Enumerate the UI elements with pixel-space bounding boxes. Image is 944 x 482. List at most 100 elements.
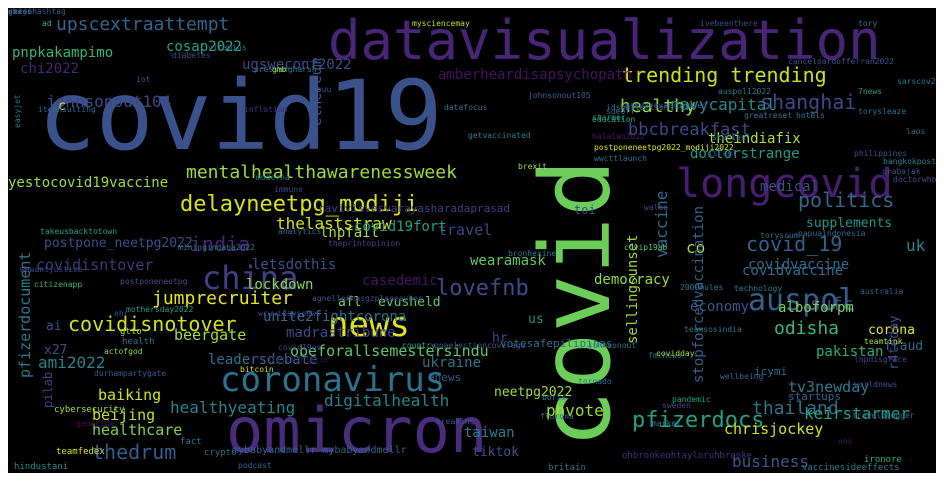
cloud-word: shijin <box>8 8 37 16</box>
cloud-word: healthyeating <box>170 398 296 417</box>
cloud-word: sweden <box>662 401 691 410</box>
cloud-word: sarscov2 <box>897 77 936 86</box>
cloud-word: durhampartygate <box>94 369 167 378</box>
cloud-word: teamsosindia <box>684 325 742 334</box>
cloud-word: yeswearevaccinated <box>620 101 707 110</box>
cloud-word: brexit <box>518 162 547 171</box>
cloud-word: ukraine <box>422 355 482 371</box>
cloud-word: delayneetpg_modiji <box>180 192 419 217</box>
cloud-word: ai <box>46 319 62 334</box>
cloud-word: wearamask <box>470 253 546 269</box>
cloud-word: laos <box>906 127 926 136</box>
cloud-word: postponeneetpg <box>120 277 188 286</box>
cloud-word: wcwwidaysnews <box>258 309 321 318</box>
cloud-word: actofgod <box>104 347 143 356</box>
cloud-word: pnpkakampimo <box>12 45 114 61</box>
cloud-word: postpone_neetpg2022 <box>44 236 193 251</box>
cloud-word: teamfedex <box>56 447 105 457</box>
cloud-word: supplements <box>806 216 893 231</box>
cloud-word: greenhashtag <box>8 8 66 16</box>
cloud-word: thedrum <box>92 440 177 464</box>
cloud-word: vitamins <box>208 43 247 52</box>
cloud-word: covid_19 <box>746 232 843 256</box>
cloud-word: boris <box>542 393 567 402</box>
cloud-word: gmx <box>8 8 23 16</box>
cloud-word: ivebeenthere <box>700 19 758 28</box>
cloud-word: agnelle#hasgzplaneaybes <box>312 294 423 303</box>
cloud-word: lnpdisgrace <box>854 355 907 364</box>
cloud-word: alboforpm <box>778 300 854 316</box>
cloud-word: afl <box>338 295 362 310</box>
cloud-word: lockdown <box>246 277 314 293</box>
cloud-word: podcast <box>238 461 272 470</box>
cloud-word: healthy <box>620 96 696 117</box>
cloud-word: tv3newday <box>788 378 870 396</box>
cloud-word: 2000mules <box>680 283 724 292</box>
cloud-word: shanghai <box>760 90 857 114</box>
cloud-word: pandemic <box>672 395 711 404</box>
cloud-word: madrastribune <box>286 325 396 341</box>
cloud-word: odisha <box>774 318 840 339</box>
cloud-word: wwcttlaunch <box>594 154 647 163</box>
cloud-word: covid19 <box>38 60 443 172</box>
cloud-word: miningindaba2022 <box>178 243 256 252</box>
cloud-word: ravivisvesvarayasharadaprasad <box>318 202 511 215</box>
cloud-word: covid19fort <box>354 219 447 235</box>
cloud-word: beijing <box>92 406 156 424</box>
cloud-word: postponeneetpg2022_modiji2022 <box>594 143 734 152</box>
cloud-word: itconsulting <box>38 105 96 114</box>
cloud-word: worldnews <box>854 380 898 389</box>
cloud-word: pressangharsh <box>254 65 317 74</box>
cloud-word: israel <box>708 149 737 158</box>
cloud-word: immune <box>274 185 303 194</box>
cloud-word: ugsweconf2022 <box>242 57 352 73</box>
cloud-word: moderna <box>256 173 290 182</box>
cloud-word: ami2022 <box>38 353 106 372</box>
cloud-word: fraud <box>884 339 924 354</box>
cloud-word: healthcare <box>92 421 183 439</box>
cloud-word: bitcoin <box>240 365 274 374</box>
cloud-word: thelaststraw <box>276 214 392 233</box>
cloud-word: vaccinesideeffects <box>802 463 900 473</box>
cloud-word: taiwan <box>464 425 515 441</box>
cloud-word: wellbeing <box>720 372 764 381</box>
cloud-word: mentalhealthawarenessweek <box>186 162 457 183</box>
cloud-word: omicron <box>226 394 488 467</box>
cloud-word: thailand <box>752 398 839 419</box>
cloud-word: citizenapp <box>34 280 83 289</box>
cloud-word: doctorwho <box>893 175 936 184</box>
cloud-word: bbcbreakfast <box>628 120 751 140</box>
cloud-word: asuu <box>312 85 332 94</box>
cloud-word: covidvaccine <box>742 263 844 279</box>
cloud-word: c <box>58 99 66 114</box>
cloud-word: easyjet <box>13 94 22 128</box>
cloud-word: teamtink <box>864 337 903 346</box>
cloud-word: tornado <box>578 377 612 386</box>
cloud-word: pakistan <box>816 344 884 360</box>
cloud-word: country <box>402 341 436 350</box>
cloud-word: education <box>592 115 636 124</box>
cloud-word: hindustani <box>14 462 69 472</box>
cloud-word: news <box>328 305 410 345</box>
cloud-word: greatreset <box>744 111 793 120</box>
cloud-word: 7news <box>858 87 883 96</box>
cloud-word: economy <box>690 299 750 315</box>
cloud-word: navycapital <box>670 95 776 114</box>
cloud-word: x27 <box>44 343 68 358</box>
cloud-word: votesafepilipinas <box>500 337 613 350</box>
cloud-word: cosap2022 <box>166 39 242 55</box>
cloud-word: pnaelectioncoverage <box>434 341 526 350</box>
cloud-word: johnsonout104 <box>46 92 172 111</box>
cloud-word: pilab <box>41 371 55 408</box>
cloud-word: travelblogger <box>852 411 915 420</box>
cloud-word: hotels <box>796 111 825 120</box>
cloud-word: takeusbacktotown <box>40 227 118 236</box>
cloud-word: covip19ab <box>624 243 668 252</box>
cloud-word: theindiafix <box>708 131 801 147</box>
cloud-word: coronavirus <box>220 360 446 400</box>
cloud-word: getvaccinated <box>468 131 531 140</box>
cloud-word: ironore <box>864 455 902 465</box>
cloud-word: bronhexine <box>508 249 557 258</box>
cloud-word: corona <box>868 323 915 338</box>
cloud-word: health <box>122 337 155 347</box>
